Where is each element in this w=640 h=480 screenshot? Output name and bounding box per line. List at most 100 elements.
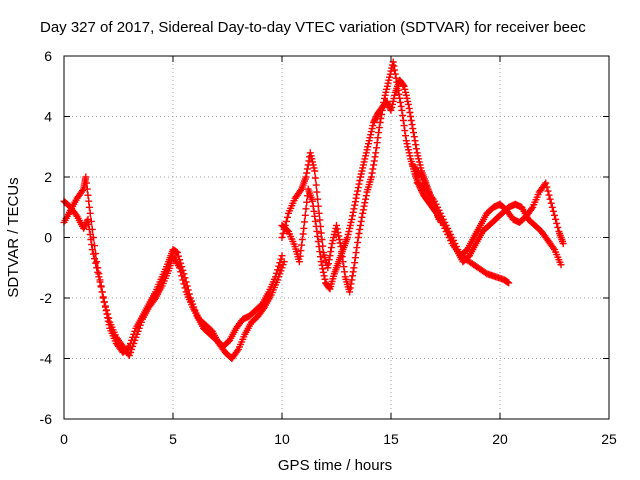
data-point — [554, 223, 562, 231]
data-point — [543, 183, 551, 191]
data-point — [282, 217, 290, 225]
x-tick-label: 20 — [492, 431, 508, 447]
y-tick-label: -2 — [40, 290, 53, 306]
data-point — [180, 280, 188, 288]
data-point — [98, 288, 106, 296]
data-point — [557, 261, 565, 269]
data-point — [131, 336, 139, 344]
data-point — [355, 230, 363, 237]
x-tick-label: 10 — [274, 431, 290, 447]
x-tick-label: 5 — [169, 431, 177, 447]
x-axis-title: GPS time / hours — [278, 457, 392, 474]
data-point — [275, 262, 283, 270]
data-point — [410, 129, 417, 137]
axis-ticks: 0 5 10 15 20 25 -6 -4 -2 0 2 4 6 — [40, 48, 617, 447]
data-point — [313, 188, 321, 196]
data-point — [280, 258, 288, 266]
data-series — [60, 173, 288, 362]
data-point — [447, 237, 455, 244]
data-series — [278, 76, 443, 293]
chart-title: Day 327 of 2017, Sidereal Day-to-day VTE… — [40, 19, 586, 36]
data-point — [315, 209, 323, 217]
data-point — [396, 98, 404, 106]
data-point — [284, 213, 291, 221]
y-tick-label: 2 — [44, 169, 52, 185]
data-point — [92, 250, 100, 258]
data-point — [303, 198, 311, 206]
data-point — [542, 179, 550, 187]
data-point — [358, 213, 366, 221]
data-point — [84, 191, 92, 199]
data-point — [328, 240, 336, 248]
data-point — [127, 349, 134, 356]
data-point — [544, 187, 552, 195]
data-point — [104, 310, 112, 318]
data-point — [88, 225, 96, 233]
data-point — [545, 191, 553, 199]
data-point — [312, 181, 320, 189]
data-point — [94, 264, 102, 272]
data-point — [311, 217, 319, 225]
data-point — [553, 219, 561, 227]
data-point — [432, 200, 440, 208]
data-point — [93, 258, 101, 266]
data-point — [355, 180, 363, 188]
data-point — [179, 276, 187, 284]
data-point — [353, 244, 361, 252]
data-point — [79, 187, 86, 195]
data-point — [83, 179, 90, 187]
data-point — [181, 284, 189, 292]
data-point — [301, 211, 309, 219]
data-point — [97, 282, 105, 290]
data-point — [176, 264, 183, 272]
y-tick-label: 6 — [44, 48, 52, 64]
data-point — [173, 249, 181, 257]
data-point — [92, 259, 100, 267]
data-point — [103, 306, 110, 314]
data-point — [333, 225, 341, 233]
data-point — [320, 272, 328, 280]
data-point — [548, 203, 556, 211]
data-point — [301, 218, 308, 226]
data-point — [302, 205, 310, 213]
data-point — [101, 302, 109, 310]
data-point — [85, 203, 93, 211]
data-point — [274, 276, 282, 284]
data-point — [279, 230, 287, 237]
data-point — [314, 238, 322, 245]
data-point — [99, 294, 107, 302]
data-point — [100, 298, 108, 306]
data-point — [317, 258, 325, 266]
data-point — [399, 112, 407, 119]
data-point — [407, 117, 415, 124]
data-point — [528, 205, 536, 213]
data-point — [436, 215, 444, 223]
data-point — [391, 66, 399, 74]
data-point — [317, 229, 325, 237]
x-tick-label: 15 — [383, 431, 399, 447]
data-point — [177, 268, 185, 276]
data-point — [278, 264, 286, 272]
data-point — [412, 145, 420, 153]
data-point — [402, 132, 409, 140]
data-point — [311, 174, 319, 182]
data-point — [284, 226, 291, 234]
data-point — [89, 234, 97, 241]
data-point — [82, 173, 90, 181]
y-tick-label: 4 — [44, 109, 52, 125]
data-point — [91, 242, 98, 250]
data-point — [278, 252, 286, 260]
data-point — [96, 276, 104, 284]
data-point — [83, 185, 91, 193]
data-point — [316, 216, 324, 224]
data-point — [559, 240, 567, 248]
data-point — [309, 202, 317, 210]
data-point — [347, 280, 355, 288]
data-point — [86, 209, 94, 217]
y-tick-label: -6 — [40, 411, 53, 427]
data-point — [364, 143, 372, 151]
data-point — [505, 279, 513, 287]
data-point — [85, 197, 93, 205]
data-point — [233, 347, 241, 355]
y-tick-label: 0 — [44, 230, 52, 246]
